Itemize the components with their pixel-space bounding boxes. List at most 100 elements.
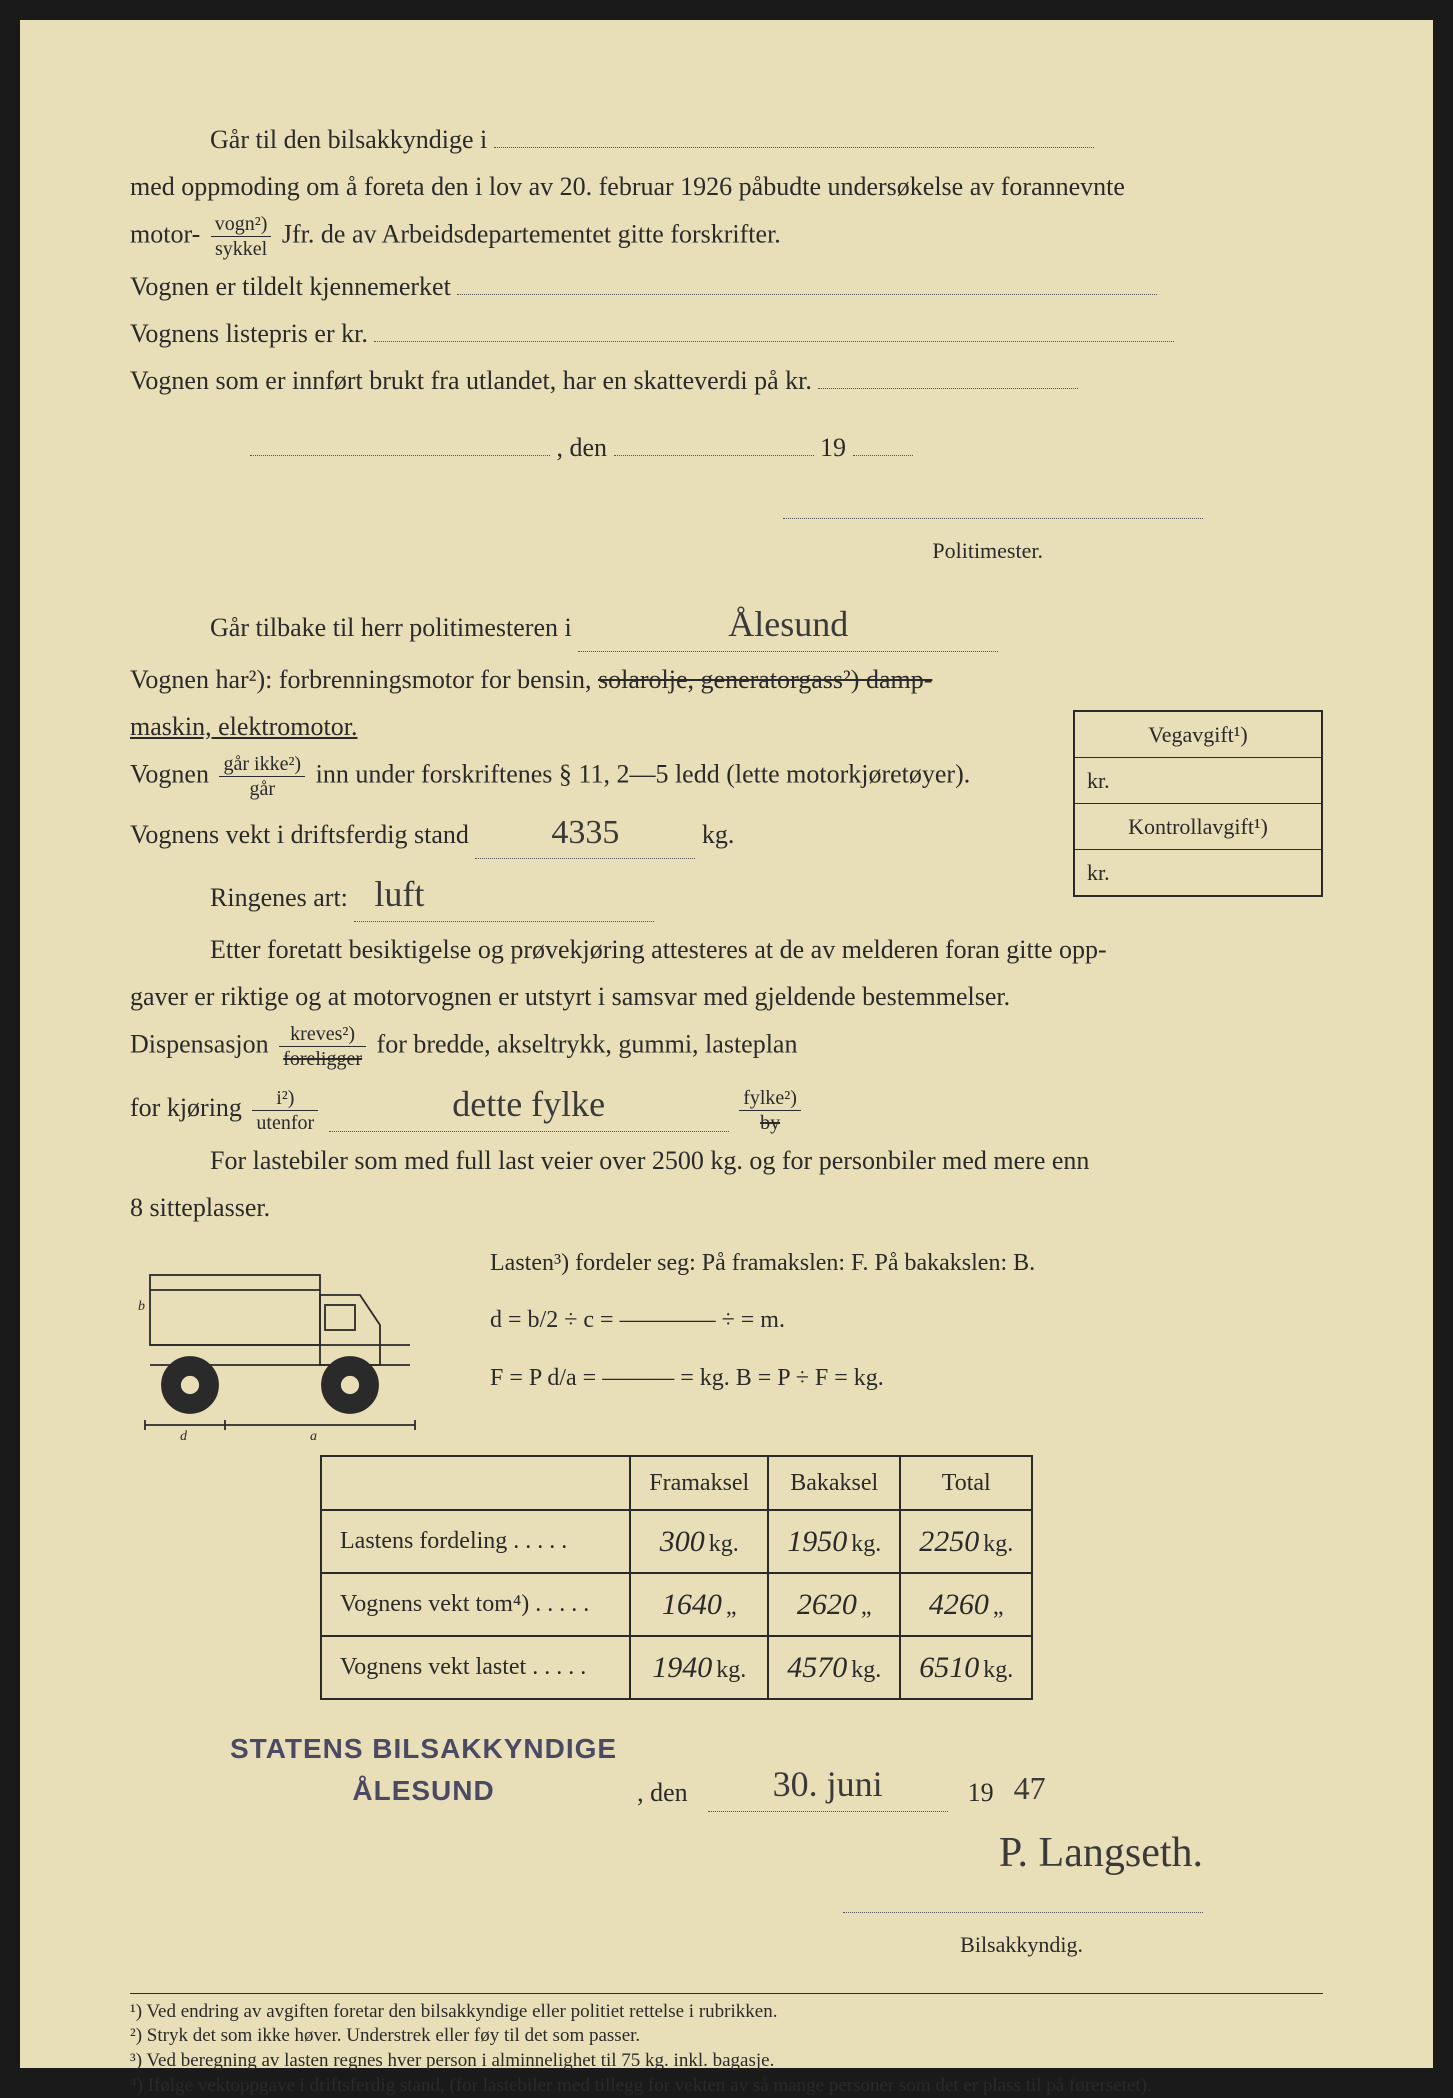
formula-2: F = P d/a = ——— = kg. B = P ÷ F = kg. [490,1350,1323,1408]
text: 19 [820,433,846,462]
blank-field [457,294,1157,295]
blank-year [853,455,913,456]
lasten-fordeler: Lasten³) fordeler seg: På framakslen: F.… [490,1235,1323,1293]
kjoring-value: dette fylke [452,1077,605,1131]
cell: 1940kg. [630,1636,768,1699]
disp-line: Dispensasjon kreves²) foreligger for bre… [130,1024,1323,1069]
strike-text: solarolje, generatorgass²) damp- [598,665,932,694]
lastebiler-1: For lastebiler som med full last veier o… [210,1141,1323,1180]
text: inn under forskriftenes § 11, 2—5 ledd (… [316,759,971,788]
line-listepris: Vognens listepris er kr. [130,314,1323,353]
vegavgift-kr: kr. [1075,758,1321,804]
footnote: ⁴) Ifølge vektoppgave i driftsferdig sta… [130,2074,1323,2098]
text: 19 [968,1773,994,1812]
footnote: ³) Ved beregning av lasten regnes hver p… [130,2049,1323,2074]
cell: 1950kg. [768,1510,900,1573]
text: Går til den bilsakkyndige i [210,125,487,154]
line-skatteverdi: Vognen som er innført brukt fra utlandet… [130,361,1323,400]
svg-text:d: d [180,1429,188,1444]
text: Vognen som er innført brukt fra utlandet… [130,366,812,395]
frac-bot: utenfor [252,1111,318,1133]
weight-table: Framaksel Bakaksel Total Lastens fordeli… [320,1455,1033,1700]
frac-top: i²) [252,1088,318,1111]
kjoring-line: for kjøring i²) utenfor dette fylke fylk… [130,1077,1323,1133]
fraction-fylke: fylke²) by [739,1088,801,1133]
frac-top: går ikke²) [219,754,305,777]
footnote: ²) Stryk det som ikke høver. Understrek … [130,2024,1323,2049]
cell: 2250kg. [900,1510,1032,1573]
underline-text: maskin, elektromotor. [130,712,357,741]
fee-box: Vegavgift¹) kr. Kontrollavgift¹) kr. [1073,710,1323,897]
frac-top: vogn²) [211,214,272,237]
text: Jfr. de av Arbeidsdepartementet gitte fo… [282,219,781,248]
truck-diagram-icon: d a b [130,1245,470,1445]
text: for bredde, akseltrykk, gummi, lasteplan [377,1029,798,1058]
kjoring-field: dette fylke [329,1077,729,1132]
stamp-line-1: STATENS BILSAKKYNDIGE [230,1728,617,1770]
table-row: Lastens fordeling . . . . . 300kg. 1950k… [321,1510,1032,1573]
signature: P. Langseth. [999,1822,1203,1885]
fraction-disp: kreves²) foreligger [279,1024,366,1069]
kontrollavgift-label: Kontrollavgift¹) [1075,804,1321,850]
line-request: med oppmoding om å foreta den i lov av 2… [130,167,1323,206]
text: motor- [130,219,200,248]
line-kjennemerke: Vognen er tildelt kjennemerket [130,267,1323,306]
engine-line: Vognen har²): forbrenningsmotor for bens… [130,660,1030,699]
text: Vognens listepris er kr. [130,319,368,348]
th-total: Total [900,1456,1032,1510]
frac-top: kreves²) [279,1024,366,1047]
cell: 1640„ [630,1573,768,1636]
line-goes-to: Går til den bilsakkyndige i [210,120,1323,159]
signature-line [783,518,1203,519]
formula-1: d = b/2 ÷ c = ———— ÷ = m. [490,1292,1323,1350]
attest-line-1: Etter foretatt besiktigelse og prøvekjør… [210,930,1323,969]
bilsakkyndig-label: Bilsakkyndig. [960,1932,1083,1957]
table-row: Vognens vekt tom⁴) . . . . . 1640„ 2620„… [321,1573,1032,1636]
weight-field: 4335 [475,807,695,859]
rings-field: luft [354,867,654,922]
th-framaksel: Framaksel [630,1456,768,1510]
final-date: 30. juni [773,1757,883,1811]
politimester-label: Politimester. [932,538,1043,563]
weight-value: 4335 [551,807,619,858]
lastebiler-2: 8 sitteplasser. [130,1188,1323,1227]
final-date-field: 30. juni [708,1757,948,1812]
fraction-vogn-sykkel: vogn²) sykkel [211,214,272,259]
return-line: Går tilbake til herr politimesteren i Ål… [210,597,1323,652]
th-blank [321,1456,630,1510]
frac-bot: by [739,1111,801,1133]
cell: 300kg. [630,1510,768,1573]
cell: 4570kg. [768,1636,900,1699]
row-label: Lastens fordeling . . . . . [321,1510,630,1573]
document-page: Går til den bilsakkyndige i med oppmodin… [20,20,1433,2068]
line-motor: motor- vogn²) sykkel Jfr. de av Arbeidsd… [130,214,1323,259]
fraction-gar: går ikke²) går [219,754,305,799]
blank-field [494,147,1094,148]
cell: 6510kg. [900,1636,1032,1699]
blank-day [614,455,814,456]
attest-line-2: gaver er riktige og at motorvognen er ut… [130,977,1323,1016]
table-header-row: Framaksel Bakaksel Total [321,1456,1032,1510]
rings-value: luft [374,867,424,921]
text: , den [637,1773,688,1812]
signature-block: P. Langseth. Bilsakkyndig. [130,1822,1203,1963]
frac-bot: går [219,777,305,799]
text: Vognen er tildelt kjennemerket [130,272,451,301]
text: Dispensasjon [130,1029,269,1058]
text: Vognen har²): forbrenningsmotor for bens… [130,665,598,694]
footnotes: ¹) Ved endring av avgiften foretar den b… [130,1993,1323,2098]
text: Vognens vekt i driftsferdig stand [130,820,469,849]
final-date-line: STATENS BILSAKKYNDIGE ÅLESUND , den 30. … [230,1728,1323,1812]
formula-block: Lasten³) fordeler seg: På framakslen: F.… [490,1235,1323,1408]
svg-text:b: b [138,1299,145,1314]
text: Går tilbake til herr politimesteren i [210,613,572,642]
table-row: Vognens vekt lastet . . . . . 1940kg. 45… [321,1636,1032,1699]
blank-place [250,455,550,456]
text: Vognen [130,759,209,788]
kontrollavgift-kr: kr. [1075,850,1321,895]
text: Ringenes art: [210,883,348,912]
politimester-block: Politimester. [130,491,1203,569]
row-label: Vognens vekt tom⁴) . . . . . [321,1573,630,1636]
frac-bot: sykkel [211,237,272,259]
text: , den [557,433,608,462]
